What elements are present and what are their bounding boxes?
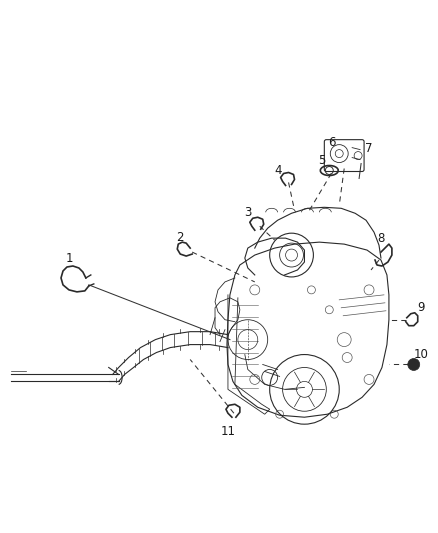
Text: 11: 11 [220,425,236,438]
Text: 8: 8 [377,232,385,245]
Text: 2: 2 [177,231,184,244]
Text: 3: 3 [244,206,251,219]
Text: 6: 6 [328,136,336,149]
Text: 5: 5 [318,154,325,167]
Text: 4: 4 [274,164,281,177]
Text: 7: 7 [365,142,373,155]
Text: 1: 1 [65,252,73,264]
Circle shape [408,359,420,370]
Text: 10: 10 [413,348,428,361]
Text: 9: 9 [417,301,424,314]
